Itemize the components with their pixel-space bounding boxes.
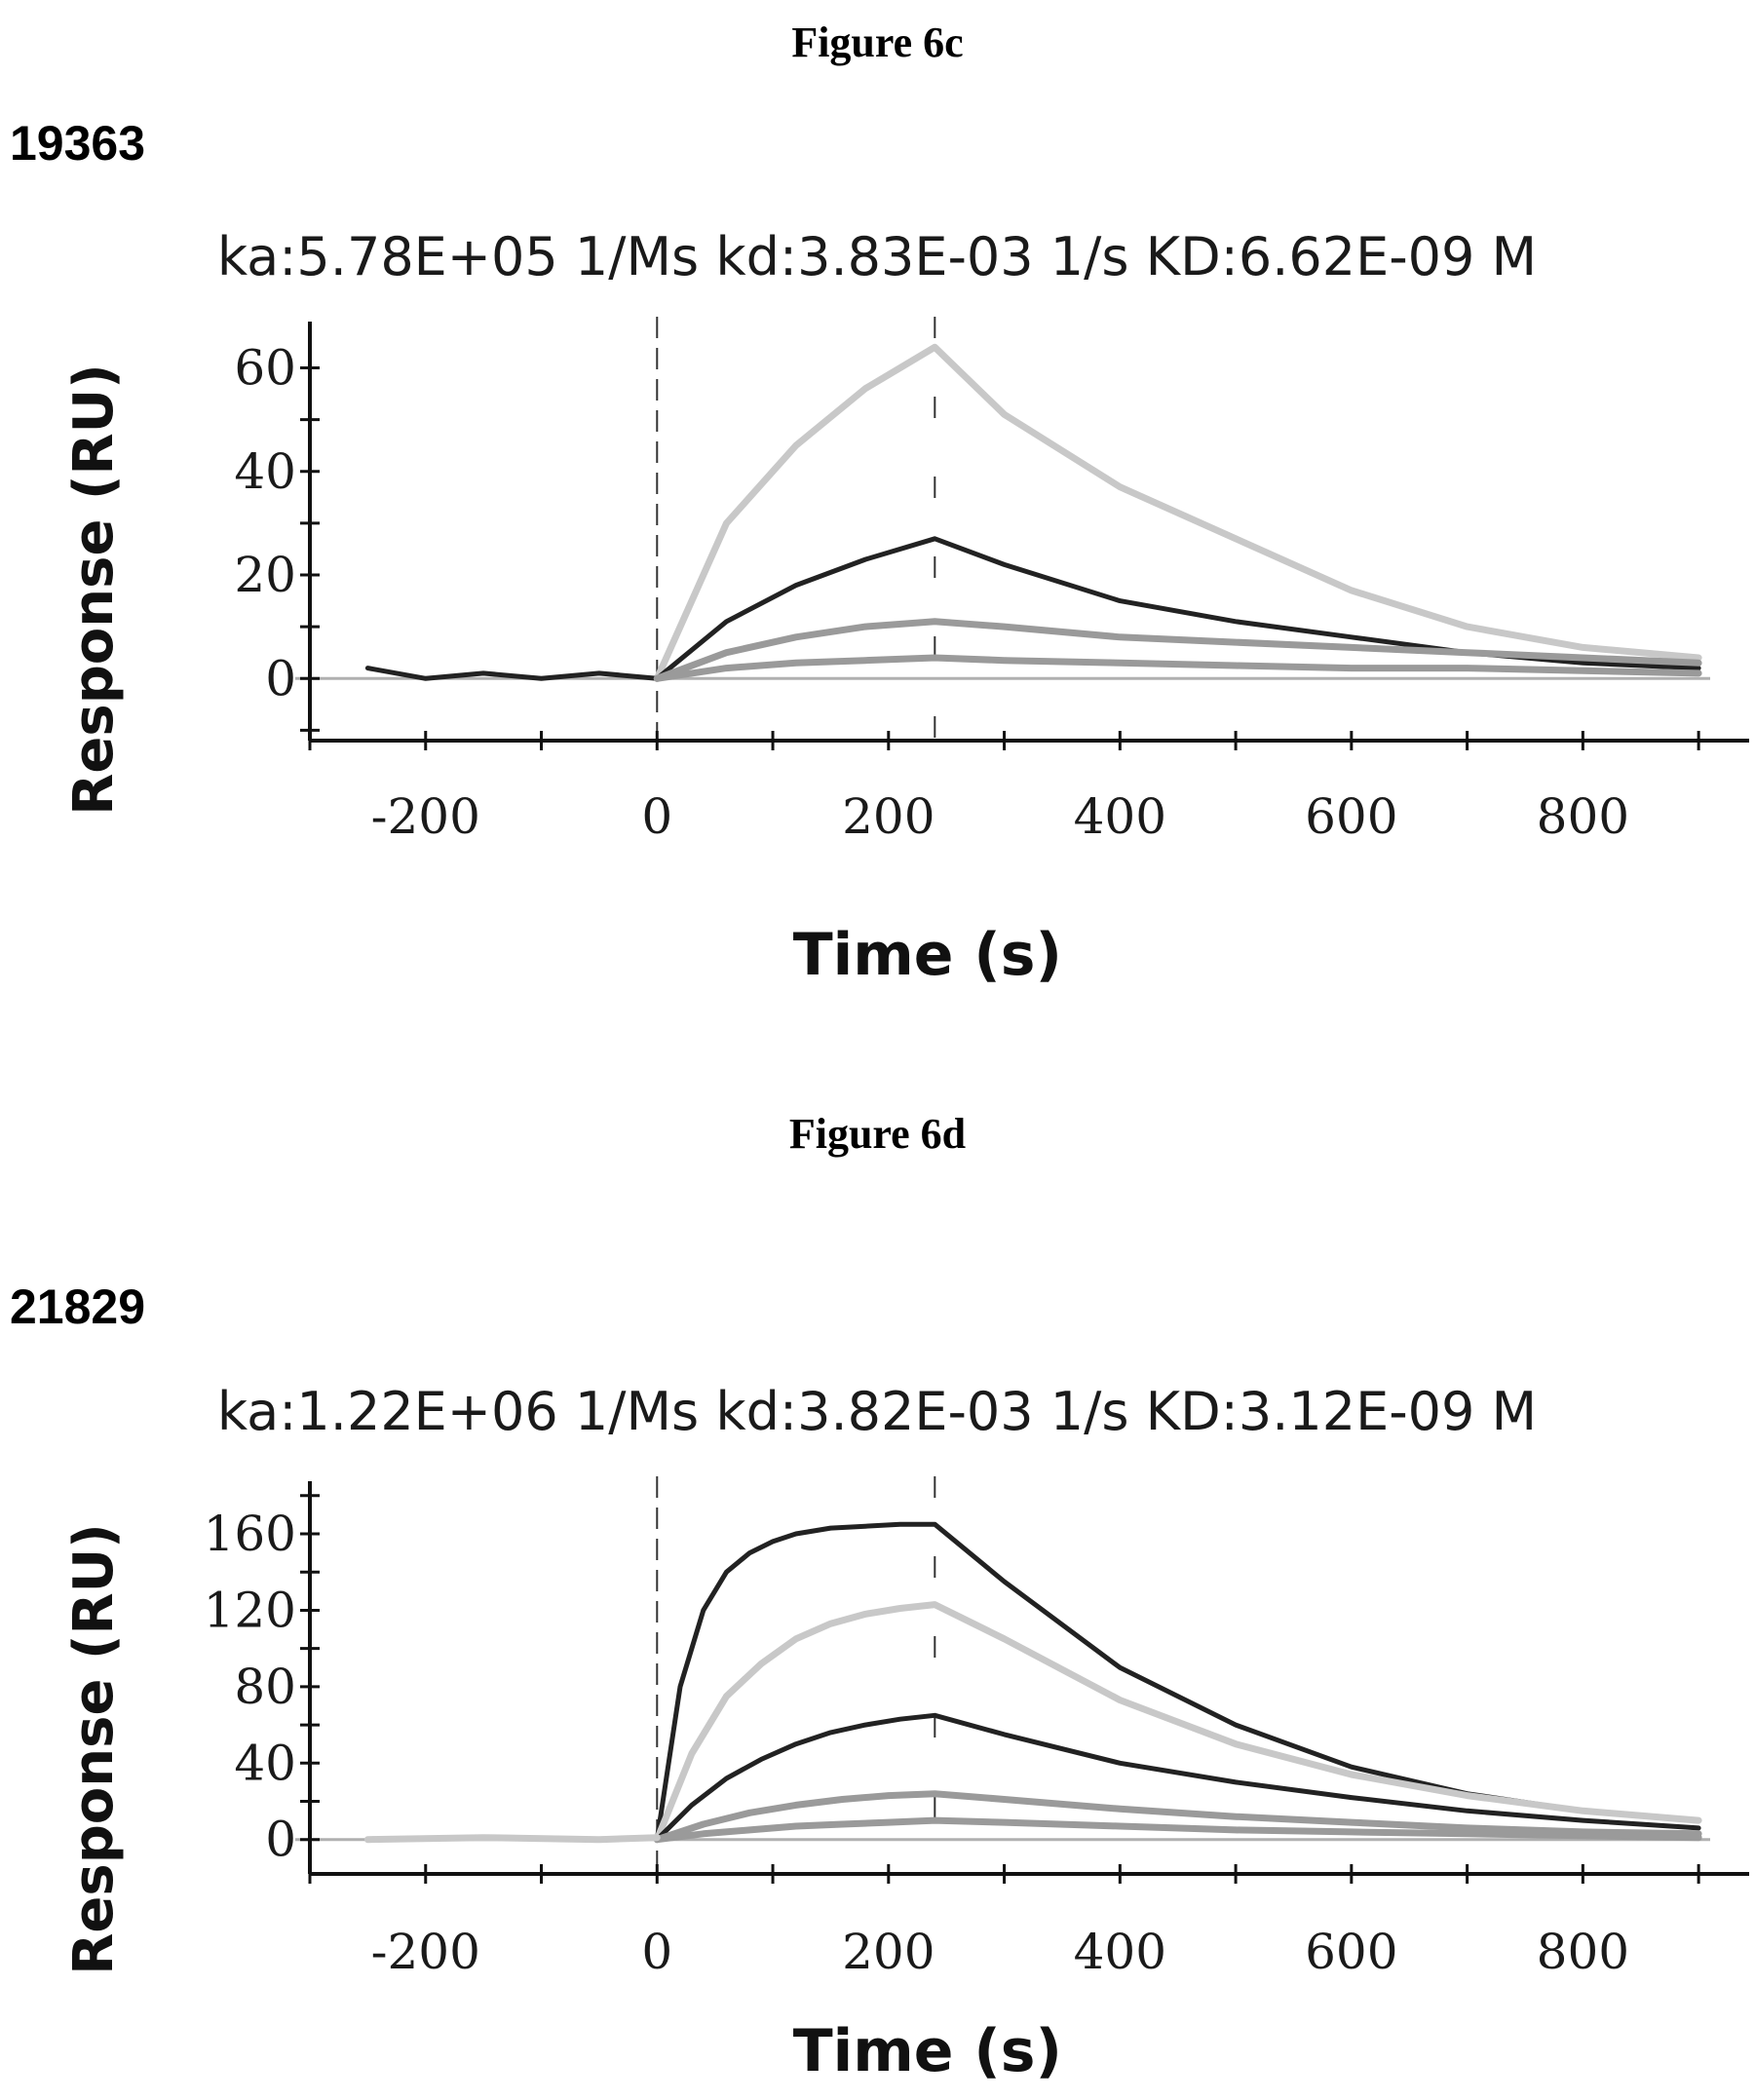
response-curve xyxy=(653,1816,1702,1844)
x-axis-label: Time (s) xyxy=(793,2017,1062,2085)
x-tick-label: 200 xyxy=(842,788,935,845)
y-tick-label: 120 xyxy=(204,1582,296,1638)
response-curve xyxy=(653,1790,1702,1844)
x-tick-label: 0 xyxy=(641,1924,672,1980)
response-curve xyxy=(653,1601,1702,1844)
figure-caption-6d: Figure 6d xyxy=(788,1110,967,1158)
y-tick-label: 20 xyxy=(234,547,296,603)
response-curve xyxy=(653,343,1702,682)
x-tick-label: 800 xyxy=(1537,1924,1629,1980)
x-tick-label: 400 xyxy=(1074,788,1166,845)
x-tick-label: 800 xyxy=(1537,788,1629,845)
response-curve xyxy=(364,536,1701,681)
x-tick-label: 200 xyxy=(842,1924,935,1980)
y-tick-label: 160 xyxy=(204,1506,296,1562)
sample-id-label: 19363 xyxy=(10,116,146,171)
y-tick-label: 40 xyxy=(234,1735,296,1791)
y-axis-label: Response (RU) xyxy=(62,363,126,815)
response-curve xyxy=(363,1834,661,1844)
response-curve xyxy=(653,654,1702,682)
response-curve xyxy=(653,618,1702,682)
x-tick-label: 600 xyxy=(1305,1924,1397,1980)
y-tick-label: 60 xyxy=(234,340,296,397)
response-curve xyxy=(654,1521,1701,1843)
x-axis-label: Time (s) xyxy=(793,921,1062,989)
y-axis-label: Response (RU) xyxy=(62,1523,126,1974)
sensorgram-chart-6d: ka:1.22E+06 1/Ms kd:3.82E-03 1/s KD:3.12… xyxy=(62,1381,1749,2085)
y-tick-label: 80 xyxy=(234,1659,296,1715)
y-tick-label: 40 xyxy=(234,443,296,500)
y-tick-label: 0 xyxy=(265,1812,296,1868)
figure-caption-6c: Figure 6c xyxy=(791,19,964,66)
kinetics-title: ka:1.22E+06 1/Ms kd:3.82E-03 1/s KD:3.12… xyxy=(217,1381,1537,1442)
x-tick-label: 600 xyxy=(1305,788,1397,845)
kinetics-title: ka:5.78E+05 1/Ms kd:3.83E-03 1/s KD:6.62… xyxy=(217,226,1537,287)
sensorgram-chart-6c: ka:5.78E+05 1/Ms kd:3.83E-03 1/s KD:6.62… xyxy=(62,226,1749,989)
y-tick-label: 0 xyxy=(265,650,296,706)
x-tick-label: -200 xyxy=(371,1924,480,1980)
response-curve xyxy=(654,1712,1701,1843)
x-tick-label: 400 xyxy=(1074,1924,1166,1980)
x-tick-label: 0 xyxy=(641,788,672,845)
x-tick-label: -200 xyxy=(371,788,480,845)
sample-id-label: 21829 xyxy=(10,1279,146,1334)
